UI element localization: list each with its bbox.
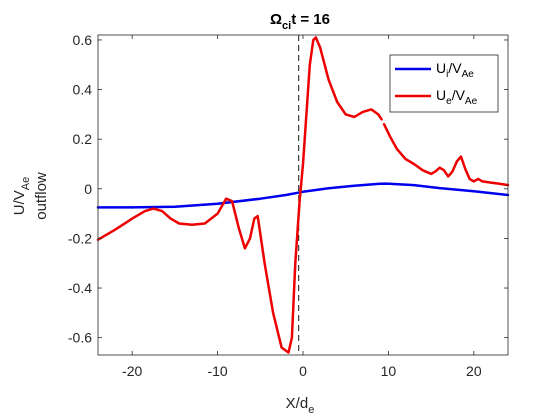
- plot-area: -20 -10 0 10 20 -0.6 -0.4 -0.2 0 0.2 0.4 0.6: [68, 32, 510, 379]
- x-axis-label-sub: e: [308, 404, 314, 416]
- x-axis-ticks: -20 -10 0 10 20: [122, 35, 482, 379]
- y-axis-label-line1: U/VAe: [11, 177, 32, 215]
- y-tick-label: -0.2: [68, 230, 92, 246]
- x-tick-label: 0: [299, 363, 307, 379]
- y-tick-label: 0: [84, 181, 92, 197]
- legend-entry-ue: Ue/VAe: [395, 87, 478, 107]
- y-axis-label-line2: outflow: [33, 172, 50, 220]
- title-sub: ci: [282, 20, 291, 32]
- title-main: Ω: [270, 11, 282, 28]
- y-tick-label: 0.6: [73, 32, 93, 48]
- series-line-ue: [382, 123, 510, 187]
- legend-box: [389, 54, 499, 113]
- y-tick-label: 0.4: [73, 82, 93, 98]
- x-tick-label: 10: [381, 363, 397, 379]
- x-tick-label: 20: [466, 363, 482, 379]
- legend-label-ui: Ui/VAe: [436, 60, 474, 80]
- legend-entry-ui: Ui/VAe: [395, 60, 474, 80]
- series-line-ui: [96, 182, 510, 209]
- y-axis-ticks: -0.6 -0.4 -0.2 0 0.2 0.4 0.6: [68, 32, 508, 346]
- y-tick-label: 0.2: [73, 131, 93, 147]
- x-tick-label: -10: [207, 363, 227, 379]
- data-marks: [96, 35, 510, 355]
- y-axis-label: U/VAe outflow: [11, 172, 50, 220]
- legend: Ui/VAe Ue/VAe: [389, 54, 499, 113]
- x-tick-label: -20: [122, 363, 142, 379]
- chart-title: Ωcit = 16: [270, 11, 330, 32]
- y-tick-label: -0.6: [68, 330, 92, 346]
- y-axis-label-main: U/V: [11, 190, 28, 215]
- legend-label-ue: Ue/VAe: [436, 87, 478, 107]
- series-line-ue: [96, 36, 383, 354]
- y-tick-label: -0.4: [68, 280, 92, 296]
- x-axis-label-main: X/d: [286, 395, 309, 412]
- title-rest: t = 16: [291, 11, 330, 28]
- y-axis-label-sub: Ae: [20, 177, 32, 190]
- x-axis-label: X/de: [286, 395, 315, 416]
